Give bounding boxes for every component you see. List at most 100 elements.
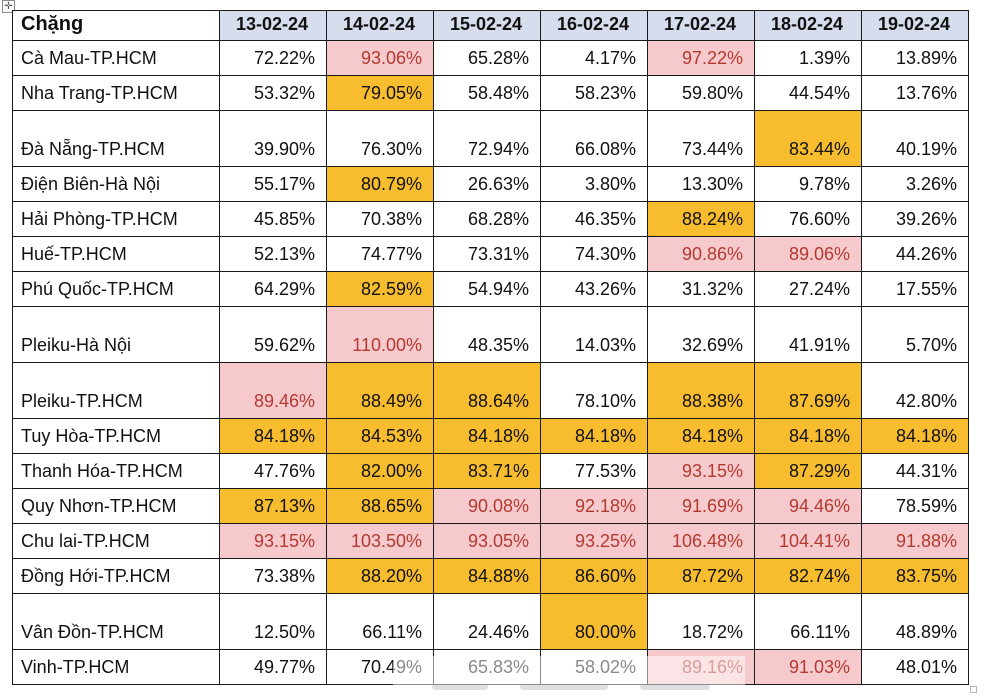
route-cell[interactable]: Đà Nẵng-TP.HCM xyxy=(12,110,220,167)
route-cell[interactable]: Chu lai-TP.HCM xyxy=(12,523,220,559)
value-cell[interactable]: 48.01% xyxy=(861,649,969,685)
value-cell[interactable]: 1.39% xyxy=(754,40,862,76)
value-cell[interactable]: 97.22% xyxy=(647,40,755,76)
value-cell[interactable]: 41.91% xyxy=(754,306,862,363)
value-cell[interactable]: 103.50% xyxy=(326,523,434,559)
value-cell[interactable]: 40.19% xyxy=(861,110,969,167)
value-cell[interactable]: 80.79% xyxy=(326,166,434,202)
value-cell[interactable]: 84.18% xyxy=(540,418,648,454)
value-cell[interactable]: 82.00% xyxy=(326,453,434,489)
value-cell[interactable]: 5.70% xyxy=(861,306,969,363)
value-cell[interactable]: 106.48% xyxy=(647,523,755,559)
route-cell[interactable]: Pleiku-Hà Nội xyxy=(12,306,220,363)
value-cell[interactable]: 73.38% xyxy=(219,558,327,594)
value-cell[interactable]: 17.55% xyxy=(861,271,969,307)
value-cell[interactable]: 84.18% xyxy=(647,418,755,454)
value-cell[interactable]: 44.26% xyxy=(861,236,969,272)
value-cell[interactable]: 26.63% xyxy=(433,166,541,202)
column-header-date[interactable]: 15-02-24 xyxy=(433,10,541,41)
value-cell[interactable]: 73.31% xyxy=(433,236,541,272)
value-cell[interactable]: 83.44% xyxy=(754,110,862,167)
route-cell[interactable]: Thanh Hóa-TP.HCM xyxy=(12,453,220,489)
route-cell[interactable]: Cà Mau-TP.HCM xyxy=(12,40,220,76)
value-cell[interactable]: 82.74% xyxy=(754,558,862,594)
value-cell[interactable]: 74.77% xyxy=(326,236,434,272)
value-cell[interactable]: 91.69% xyxy=(647,488,755,524)
value-cell[interactable]: 32.69% xyxy=(647,306,755,363)
value-cell[interactable]: 70.38% xyxy=(326,201,434,237)
value-cell[interactable]: 31.32% xyxy=(647,271,755,307)
value-cell[interactable]: 45.85% xyxy=(219,201,327,237)
value-cell[interactable]: 64.29% xyxy=(219,271,327,307)
value-cell[interactable]: 93.15% xyxy=(647,453,755,489)
value-cell[interactable]: 78.59% xyxy=(861,488,969,524)
value-cell[interactable]: 86.60% xyxy=(540,558,648,594)
value-cell[interactable]: 89.16% xyxy=(647,649,755,685)
column-header-date[interactable]: 18-02-24 xyxy=(754,10,862,41)
value-cell[interactable]: 93.15% xyxy=(219,523,327,559)
value-cell[interactable]: 3.26% xyxy=(861,166,969,202)
route-cell[interactable]: Tuy Hòa-TP.HCM xyxy=(12,418,220,454)
route-cell[interactable]: Phú Quốc-TP.HCM xyxy=(12,271,220,307)
value-cell[interactable]: 14.03% xyxy=(540,306,648,363)
value-cell[interactable]: 73.44% xyxy=(647,110,755,167)
value-cell[interactable]: 91.03% xyxy=(754,649,862,685)
value-cell[interactable]: 84.18% xyxy=(219,418,327,454)
value-cell[interactable]: 53.32% xyxy=(219,75,327,111)
value-cell[interactable]: 3.80% xyxy=(540,166,648,202)
value-cell[interactable]: 84.53% xyxy=(326,418,434,454)
value-cell[interactable]: 83.71% xyxy=(433,453,541,489)
value-cell[interactable]: 66.11% xyxy=(754,593,862,650)
value-cell[interactable]: 42.80% xyxy=(861,362,969,419)
value-cell[interactable]: 59.80% xyxy=(647,75,755,111)
value-cell[interactable]: 43.26% xyxy=(540,271,648,307)
value-cell[interactable]: 44.31% xyxy=(861,453,969,489)
value-cell[interactable]: 46.35% xyxy=(540,201,648,237)
value-cell[interactable]: 83.75% xyxy=(861,558,969,594)
value-cell[interactable]: 58.48% xyxy=(433,75,541,111)
value-cell[interactable]: 39.90% xyxy=(219,110,327,167)
value-cell[interactable]: 55.17% xyxy=(219,166,327,202)
value-cell[interactable]: 76.30% xyxy=(326,110,434,167)
column-header-date[interactable]: 19-02-24 xyxy=(861,10,969,41)
value-cell[interactable]: 66.08% xyxy=(540,110,648,167)
value-cell[interactable]: 90.08% xyxy=(433,488,541,524)
value-cell[interactable]: 13.89% xyxy=(861,40,969,76)
route-cell[interactable]: Điện Biên-Hà Nội xyxy=(12,166,220,202)
value-cell[interactable]: 66.11% xyxy=(326,593,434,650)
value-cell[interactable]: 47.76% xyxy=(219,453,327,489)
route-cell[interactable]: Đồng Hới-TP.HCM xyxy=(12,558,220,594)
value-cell[interactable]: 87.29% xyxy=(754,453,862,489)
value-cell[interactable]: 77.53% xyxy=(540,453,648,489)
value-cell[interactable]: 76.60% xyxy=(754,201,862,237)
value-cell[interactable]: 88.20% xyxy=(326,558,434,594)
value-cell[interactable]: 27.24% xyxy=(754,271,862,307)
value-cell[interactable]: 89.06% xyxy=(754,236,862,272)
route-cell[interactable]: Quy Nhơn-TP.HCM xyxy=(12,488,220,524)
value-cell[interactable]: 88.24% xyxy=(647,201,755,237)
route-cell[interactable]: Hải Phòng-TP.HCM xyxy=(12,201,220,237)
value-cell[interactable]: 54.94% xyxy=(433,271,541,307)
value-cell[interactable]: 48.89% xyxy=(861,593,969,650)
value-cell[interactable]: 59.62% xyxy=(219,306,327,363)
value-cell[interactable]: 70.49% xyxy=(326,649,434,685)
value-cell[interactable]: 74.30% xyxy=(540,236,648,272)
value-cell[interactable]: 68.28% xyxy=(433,201,541,237)
value-cell[interactable]: 65.83% xyxy=(433,649,541,685)
value-cell[interactable]: 87.13% xyxy=(219,488,327,524)
value-cell[interactable]: 93.25% xyxy=(540,523,648,559)
value-cell[interactable]: 4.17% xyxy=(540,40,648,76)
value-cell[interactable]: 49.77% xyxy=(219,649,327,685)
value-cell[interactable]: 58.02% xyxy=(540,649,648,685)
value-cell[interactable]: 24.46% xyxy=(433,593,541,650)
value-cell[interactable]: 84.18% xyxy=(861,418,969,454)
value-cell[interactable]: 78.10% xyxy=(540,362,648,419)
value-cell[interactable]: 65.28% xyxy=(433,40,541,76)
corner-header-chang[interactable]: Chặng xyxy=(12,10,220,41)
value-cell[interactable]: 80.00% xyxy=(540,593,648,650)
value-cell[interactable]: 94.46% xyxy=(754,488,862,524)
value-cell[interactable]: 84.18% xyxy=(433,418,541,454)
value-cell[interactable]: 12.50% xyxy=(219,593,327,650)
value-cell[interactable]: 84.88% xyxy=(433,558,541,594)
value-cell[interactable]: 48.35% xyxy=(433,306,541,363)
